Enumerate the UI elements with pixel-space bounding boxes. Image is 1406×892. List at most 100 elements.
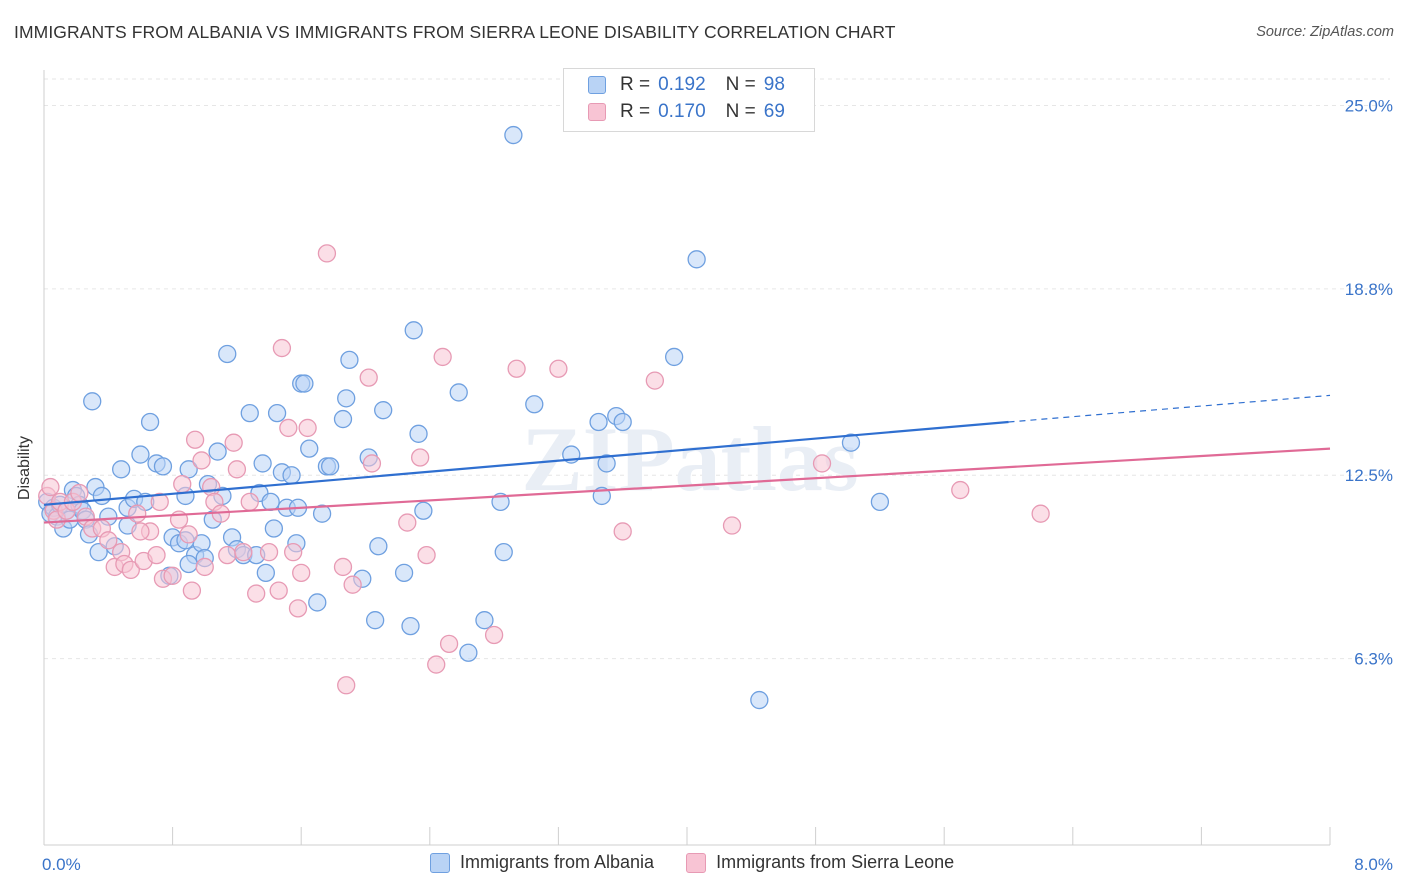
legend-item-albania[interactable]: Immigrants from Albania	[430, 852, 654, 873]
sierra-leone-point	[317, 244, 337, 263]
albania-point	[140, 412, 160, 432]
albania-point	[267, 403, 287, 423]
sierra-leone-point	[613, 522, 632, 541]
sierra-leone-swatch	[588, 103, 606, 121]
albania-point	[525, 395, 544, 414]
albania-point	[300, 439, 319, 458]
albania-point	[282, 466, 301, 485]
albania-point	[240, 403, 259, 423]
sierra-leone-point	[433, 347, 452, 367]
albania-point	[83, 392, 102, 411]
sierra-leone-point	[427, 655, 446, 674]
sierra-leone-point	[722, 516, 742, 535]
albania-point	[179, 554, 198, 574]
albania-point	[401, 616, 420, 636]
sierra-leone-point	[192, 451, 211, 470]
sierra-leone-point	[179, 525, 198, 544]
legend-item-sierra-leone[interactable]: Immigrants from Sierra Leone	[686, 852, 954, 873]
sierra-leone-point	[259, 543, 279, 562]
albania-point	[369, 537, 388, 556]
albania-point	[870, 492, 890, 512]
legend-row-albania: R = 0.192 N = 98	[588, 73, 785, 97]
series-legend: Immigrants from Albania Immigrants from …	[430, 852, 986, 873]
albania-point	[253, 454, 272, 473]
y-tick-label: 25.0%	[1345, 96, 1393, 115]
albania-point	[218, 344, 237, 364]
sierra-leone-point	[333, 557, 353, 577]
sierra-leone-point	[70, 483, 89, 503]
n-value: 98	[763, 74, 785, 95]
albania-point	[89, 543, 108, 562]
albania-point	[664, 347, 684, 367]
y-tick-label: 18.8%	[1345, 280, 1393, 299]
y-axis-label: Disability	[16, 435, 33, 500]
sierra-leone-point	[182, 581, 202, 600]
sierra-leone-point	[812, 454, 832, 473]
sierra-leone-point	[549, 359, 568, 378]
sierra-leone-point	[121, 560, 140, 580]
sierra-leone-point	[227, 460, 247, 479]
albania-point	[92, 486, 112, 506]
grid-layer	[44, 78, 1390, 660]
tick-labels: 6.3% 12.5% 18.8% 25.0% 0.0% 8.0%	[42, 96, 1393, 874]
legend-row-sierra-leone: R = 0.170 N = 69	[588, 100, 785, 124]
sierra-leone-point	[292, 563, 311, 583]
sierra-leone-point	[247, 584, 266, 603]
albania-point	[365, 611, 385, 630]
sierra-leone-point	[343, 575, 362, 594]
albania-point	[312, 504, 332, 523]
x-tick-label: 8.0%	[1354, 855, 1393, 874]
sierra-leone-point	[269, 581, 288, 600]
y-tick-label: 6.3%	[1354, 650, 1393, 669]
albania-point	[256, 563, 275, 583]
correlation-legend: R = 0.192 N = 98 R = 0.170 N = 69	[563, 68, 815, 132]
sierra-leone-point	[173, 474, 192, 494]
albania-point	[333, 409, 353, 429]
sierra-leone-point	[234, 543, 253, 562]
albania-point	[261, 492, 280, 512]
albania-swatch	[588, 76, 606, 94]
sierra-leone-point	[163, 566, 182, 585]
sierra-leone-point	[507, 359, 526, 378]
albania-trend-extension	[1008, 394, 1331, 423]
r-label: R =	[620, 101, 651, 122]
sierra-leone-trend-line	[43, 447, 1331, 524]
albania-point	[308, 593, 327, 612]
sierra-leone-point	[1031, 504, 1050, 523]
albania-point	[494, 543, 513, 562]
albania-point	[295, 374, 314, 393]
albania-point	[374, 401, 393, 420]
albania-point	[394, 563, 414, 583]
albania-point	[589, 412, 608, 432]
albania-point	[340, 350, 359, 370]
albania-point	[153, 457, 173, 476]
sierra-leone-point	[417, 545, 436, 565]
chart-title: IMMIGRANTS FROM ALBANIA VS IMMIGRANTS FR…	[14, 22, 896, 42]
albania-swatch	[430, 852, 450, 873]
sierra-leone-point	[202, 477, 221, 497]
albania-point	[597, 454, 616, 473]
albania-point	[687, 250, 706, 269]
n-label: N =	[725, 101, 756, 122]
sierra-leone-point	[279, 418, 298, 438]
albania-point	[459, 643, 478, 662]
sierra-leone-swatch	[686, 852, 707, 873]
albania-point	[320, 457, 340, 476]
sierra-leone-point	[218, 545, 237, 565]
sierra-leone-point	[398, 513, 417, 532]
legend-label: Immigrants from Sierra Leone	[716, 852, 955, 872]
source-label: Source: ZipAtlas.com	[1256, 24, 1394, 40]
r-value: 0.170	[658, 101, 706, 122]
sierra-leone-point	[240, 492, 259, 512]
sierra-leone-point	[337, 676, 356, 695]
albania-point	[112, 460, 131, 479]
albania-point	[337, 389, 356, 408]
sierra-leone-point	[128, 504, 147, 523]
sierra-leone-point	[362, 454, 382, 473]
r-label: R =	[620, 74, 651, 95]
sierra-leone-point	[224, 433, 243, 452]
albania-point	[409, 424, 428, 443]
albania-point	[841, 433, 861, 452]
sierra-leone-point	[484, 625, 504, 645]
